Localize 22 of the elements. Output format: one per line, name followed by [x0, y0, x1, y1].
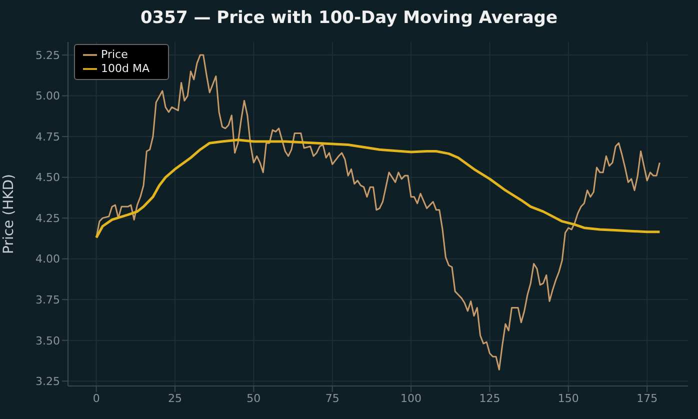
y-axis-title: Price (HKD) — [0, 174, 17, 254]
chart-title: 0357 — Price with 100-Day Moving Average — [139, 8, 559, 28]
y-tick-label: 4.75 — [36, 130, 60, 144]
y-tick-label: 4.00 — [36, 252, 60, 266]
y-tick-label: 3.25 — [36, 375, 60, 388]
y-tick-label: 4.50 — [36, 171, 60, 184]
x-tick-label: 175 — [636, 392, 658, 405]
line-series — [95, 138, 661, 239]
y-tick-label: 3.75 — [36, 293, 60, 306]
x-tick-label: 150 — [558, 392, 579, 405]
legend-label: 100d MA — [101, 62, 150, 76]
y-tick-label: 5.00 — [36, 90, 60, 103]
x-tick-label: 100 — [400, 392, 422, 405]
x-tick-label: 25 — [168, 392, 182, 405]
legend-label: Price — [101, 48, 128, 62]
x-tick-label: 75 — [325, 392, 340, 405]
x-tick-label: 50 — [246, 392, 261, 405]
y-tick-label: 4.25 — [36, 212, 60, 225]
y-tick-label: 3.50 — [36, 334, 60, 348]
x-tick-label: 0 — [92, 392, 100, 405]
x-tick-label: 125 — [479, 392, 500, 405]
y-tick-label: 5.25 — [36, 48, 60, 62]
